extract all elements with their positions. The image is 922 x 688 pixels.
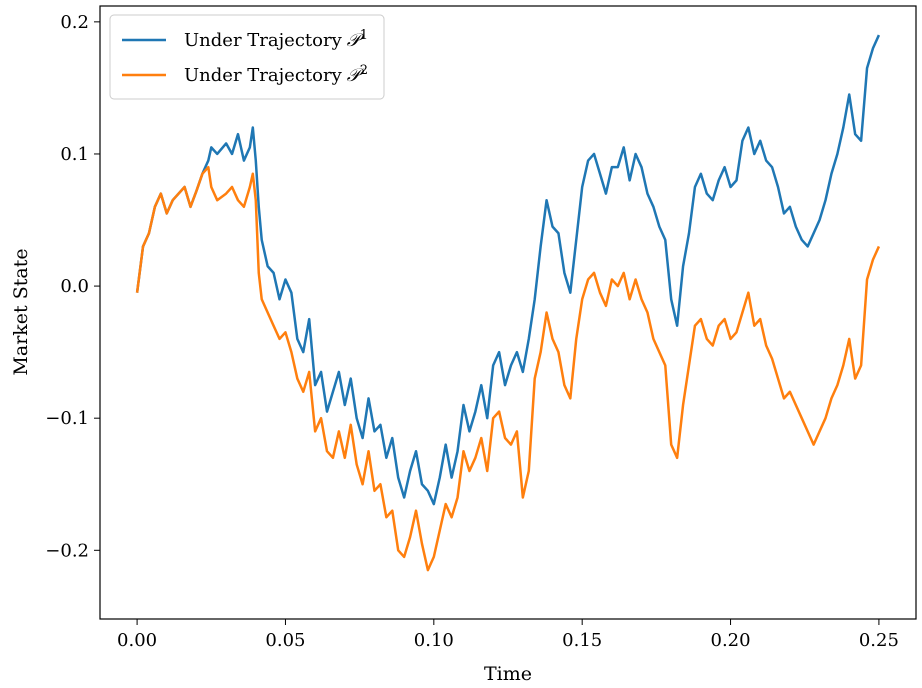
series-lines — [135, 34, 881, 572]
y-tick-label: 0.0 — [60, 276, 89, 297]
x-tick-label: 0.15 — [562, 630, 602, 651]
y-axis-ticks: −0.2 −0.1 0.0 0.1 0.2 — [45, 12, 100, 561]
x-tick-label: 0.25 — [859, 630, 899, 651]
legend-name-series-2: Under Trajectory — [184, 65, 343, 86]
y-tick-label: 0.2 — [60, 12, 89, 33]
x-tick-label: 0.00 — [117, 630, 157, 651]
legend-sup-series-2: 2 — [360, 63, 368, 78]
plot-frame — [99, 5, 917, 620]
legend: Under Trajectory 𝒫1 Under Trajectory 𝒫2 — [109, 14, 385, 100]
y-axis-label: Market State — [10, 248, 32, 375]
legend-label-series-2: Under Trajectory 𝒫2 — [184, 63, 368, 87]
x-tick-label: 0.05 — [265, 630, 305, 651]
x-tick-label: 0.20 — [711, 630, 751, 651]
x-tick-label: 0.10 — [414, 630, 454, 651]
y-tick-label: −0.2 — [45, 540, 89, 561]
legend-box — [109, 14, 385, 100]
y-tick-label: −0.1 — [45, 408, 89, 429]
x-axis-label: Time — [484, 663, 532, 685]
x-axis-ticks: 0.00 0.05 0.10 0.15 0.20 0.25 — [117, 619, 899, 651]
series-line-2 — [135, 165, 881, 572]
y-tick-label: 0.1 — [60, 144, 89, 165]
legend-sup-series-1: 1 — [360, 28, 368, 43]
legend-name-series-1: Under Trajectory — [184, 30, 343, 51]
series-line-1 — [135, 34, 881, 506]
legend-label-series-1: Under Trajectory 𝒫1 — [184, 28, 368, 52]
